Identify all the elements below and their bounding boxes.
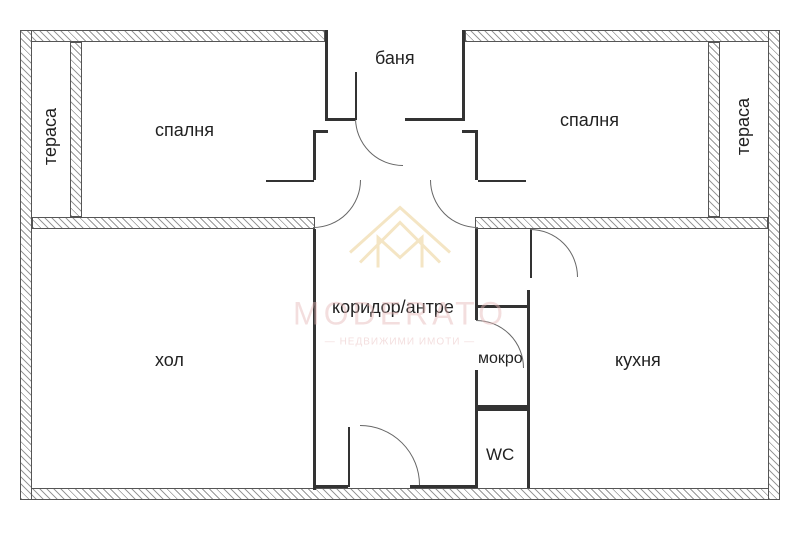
corridor-wall-right-upper [475, 130, 478, 180]
bath-wall-right [462, 30, 465, 120]
outer-wall-top-right [465, 30, 780, 42]
bedroom-right-door-leaf [478, 180, 526, 182]
wet-wall-left-top [475, 305, 478, 320]
label-bedroom-right: спалня [560, 110, 619, 131]
terrace-left-wall [70, 42, 82, 217]
outer-wall-right [768, 30, 780, 500]
label-terrace-left: тераса [40, 108, 61, 165]
bedroom-right-corridor-top [462, 130, 478, 133]
bedroom-left-corridor-top [313, 130, 328, 133]
label-wc: WC [486, 445, 514, 465]
terrace-right-wall [708, 42, 720, 217]
corridor-wall-left-lower [313, 229, 316, 490]
label-kitchen: кухня [615, 350, 661, 371]
kitchen-wall-left [527, 290, 530, 488]
entrance-door-leaf [348, 427, 350, 487]
corridor-bottom-left [313, 485, 348, 488]
corridor-bottom-right [410, 485, 478, 488]
bath-wall-bottom-right [405, 118, 465, 121]
wc-wall-top [475, 408, 530, 411]
wc-wall-left [475, 408, 478, 488]
corridor-wall-right-lower [475, 229, 478, 305]
outer-wall-top-left [20, 30, 325, 42]
mid-wall-right [475, 217, 768, 229]
label-hall: хол [155, 350, 184, 371]
mid-wall-left [32, 217, 315, 229]
label-bedroom-left: спалня [155, 120, 214, 141]
bath-wall-bottom-left [325, 118, 355, 121]
label-bath: баня [375, 48, 415, 69]
bedroom-left-door-leaf [266, 180, 314, 182]
wet-wall-top [475, 305, 530, 308]
outer-wall-bottom [20, 488, 780, 500]
corridor-wall-left-upper [313, 130, 316, 180]
bath-door-leaf [355, 72, 357, 120]
label-wet: мокро [478, 350, 523, 368]
outer-wall-left [20, 30, 32, 500]
kitchen-door-leaf [530, 230, 532, 278]
label-terrace-right: тераса [733, 98, 754, 155]
bath-wall-left [325, 30, 328, 120]
label-corridor: коридор/антре [332, 297, 454, 318]
floorplan-container: тераса спалня баня спалня тераса хол кор… [20, 30, 780, 500]
wet-wall-left-bottom [475, 370, 478, 408]
